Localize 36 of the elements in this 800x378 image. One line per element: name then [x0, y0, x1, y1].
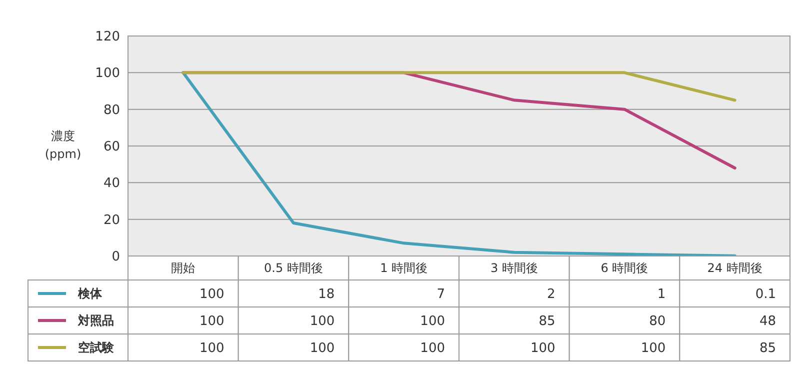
data-label: 100	[200, 287, 224, 302]
y-axis-title: 濃度 (ppm)	[44, 129, 82, 161]
data-label: 1	[657, 287, 666, 302]
data-label: 100	[310, 341, 335, 356]
legend-label: 空試験	[78, 340, 115, 355]
x-tick-label: 24 時間後	[707, 261, 762, 276]
data-label: 85	[538, 314, 556, 330]
y-tick-label: 120	[95, 30, 120, 45]
legend-label: 対照品	[77, 314, 114, 328]
data-label: 2	[547, 287, 556, 302]
data-label: 85	[759, 341, 776, 356]
data-label: 100	[530, 341, 556, 356]
data-label: 100	[640, 341, 666, 356]
y-tick-label: 60	[103, 140, 120, 155]
x-tick-label: 6 時間後	[600, 261, 648, 276]
data-label: 18	[318, 287, 335, 302]
data-label: 100	[420, 314, 445, 330]
data-label: 100	[200, 314, 224, 330]
data-label: 100	[200, 341, 224, 356]
data-label: 7	[436, 287, 445, 302]
legend-label: 検体	[77, 286, 103, 301]
data-label: 48	[759, 314, 776, 330]
line-series	[182, 71, 736, 258]
y-tick-label: 20	[103, 212, 120, 228]
y-tick-label: 80	[103, 102, 120, 118]
data-label: 100	[310, 314, 335, 330]
x-tick-label: 0.5 時間後	[264, 261, 323, 276]
x-tick-label: 開始	[171, 261, 196, 276]
x-tick-label: 3 時間後	[490, 261, 538, 276]
data-label: 0.1	[755, 287, 776, 302]
x-tick-label: 1 時間後	[380, 261, 428, 276]
y-tick-label: 100	[95, 66, 120, 82]
data-label: 100	[420, 341, 445, 356]
y-tick-label: 40	[103, 176, 120, 192]
data-label: 80	[649, 314, 666, 330]
y-tick-label: 0	[112, 250, 120, 265]
